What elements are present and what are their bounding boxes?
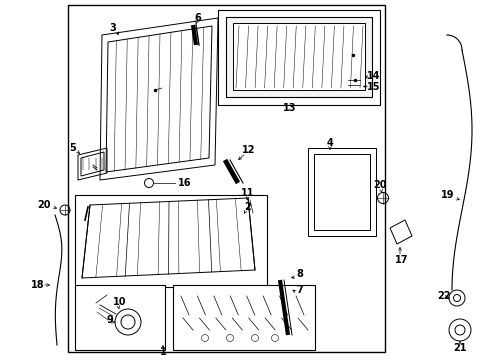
Text: 6: 6	[194, 13, 201, 23]
Bar	[232, 23, 364, 90]
Text: 17: 17	[394, 255, 408, 265]
Text: 13: 13	[283, 103, 296, 113]
Text: 20: 20	[372, 180, 386, 190]
Text: 14: 14	[366, 71, 380, 81]
Text: 4: 4	[326, 138, 333, 148]
Bar	[307, 148, 375, 236]
Bar	[173, 285, 314, 350]
Text: 8: 8	[296, 269, 303, 279]
Text: 11: 11	[241, 188, 254, 198]
Bar	[225, 17, 371, 97]
Text: 20: 20	[37, 200, 51, 210]
Bar	[75, 285, 164, 350]
Text: 22: 22	[436, 291, 450, 301]
Bar	[218, 10, 379, 105]
Text: 3: 3	[109, 23, 116, 33]
Bar	[313, 154, 369, 230]
Text: 12: 12	[242, 145, 255, 155]
Text: 10: 10	[113, 297, 126, 307]
Bar	[68, 5, 384, 352]
Text: 7: 7	[296, 285, 303, 295]
Text: 15: 15	[366, 82, 380, 92]
Text: 9: 9	[106, 315, 113, 325]
Bar	[75, 195, 266, 287]
Text: 5: 5	[69, 143, 76, 153]
Text: 21: 21	[452, 343, 466, 353]
Text: 16: 16	[178, 178, 191, 188]
Text: 2: 2	[244, 202, 251, 212]
Text: 1: 1	[159, 347, 166, 357]
Text: 18: 18	[31, 280, 45, 290]
Text: 19: 19	[440, 190, 454, 200]
